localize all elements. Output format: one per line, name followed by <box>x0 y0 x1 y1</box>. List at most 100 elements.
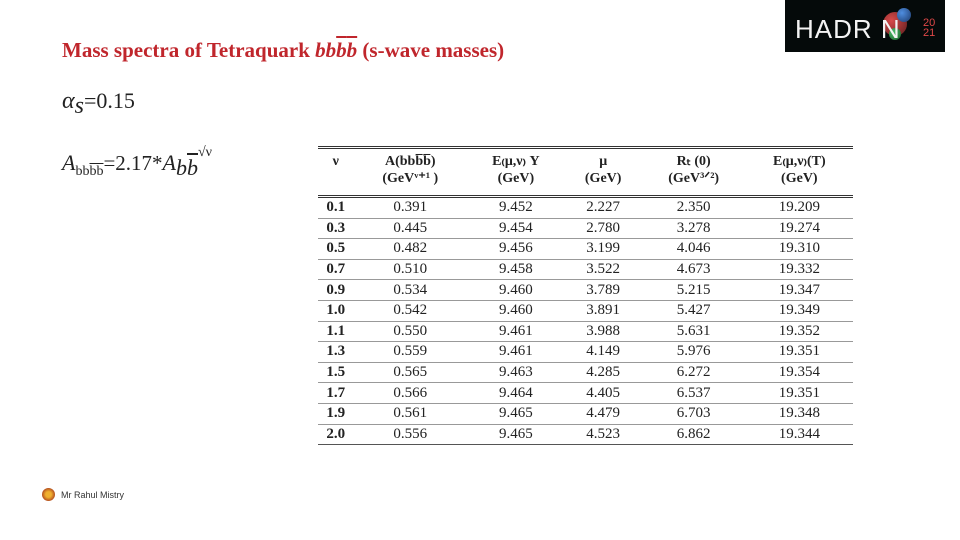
value-cell: 0.391 <box>353 196 467 219</box>
value-cell: 9.460 <box>467 279 565 301</box>
value-cell: 9.465 <box>467 424 565 446</box>
value-cell: 9.456 <box>467 238 565 260</box>
nu-cell: 1.5 <box>318 362 354 384</box>
value-cell: 3.278 <box>641 218 746 240</box>
value-cell: 9.461 <box>467 321 565 343</box>
hadron-logo: HADR N 20 21 <box>785 0 945 52</box>
nu-cell: 0.7 <box>318 259 354 281</box>
nu-cell: 1.9 <box>318 403 354 425</box>
scaling-formula: Abbbb=2.17*Abb√ν <box>62 145 213 181</box>
value-cell: 0.556 <box>353 424 467 446</box>
mass-spectra-table: ν A(bbb̅b̅) (GeVᵛ⁺¹ ) E₍μ,ν₎ Υ (GeV) μ (GeV) Rₜ… <box>318 146 853 446</box>
value-cell: 4.523 <box>564 424 642 446</box>
value-cell: 2.227 <box>564 196 642 219</box>
value-cell: 0.565 <box>353 362 467 384</box>
nu-cell: 0.5 <box>318 238 354 260</box>
value-cell: 19.209 <box>745 196 853 219</box>
value-cell: 19.352 <box>745 321 853 343</box>
nu-cell: 1.3 <box>318 341 354 363</box>
logo-orb-green <box>889 28 901 40</box>
value-cell: 19.351 <box>745 341 853 363</box>
table-row: 0.5 0.482 9.456 3.199 4.046 19.310 <box>318 238 853 260</box>
author-name: Mr Rahul Mistry <box>61 489 125 500</box>
value-cell: 5.215 <box>641 279 746 301</box>
value-cell: 0.566 <box>353 382 467 404</box>
value-cell: 5.976 <box>641 341 746 363</box>
value-cell: 19.344 <box>745 424 853 446</box>
value-cell: 0.482 <box>353 238 467 260</box>
title-suffix: (s-wave masses) <box>357 38 505 62</box>
table-row: 1.0 0.542 9.460 3.891 5.427 19.349 <box>318 300 853 322</box>
column-header: A(bbb̅b̅) (GeVᵛ⁺¹ ) <box>382 154 439 186</box>
value-cell: 0.559 <box>353 341 467 363</box>
alpha-s-value: αs=0.15 <box>62 88 135 120</box>
value-cell: 3.789 <box>564 279 642 301</box>
table-row: 0.3 0.445 9.454 2.780 3.278 19.274 <box>318 218 853 240</box>
value-cell: 19.351 <box>745 382 853 404</box>
value-cell: 0.561 <box>353 403 467 425</box>
value-cell: 0.534 <box>353 279 467 301</box>
value-cell: 9.458 <box>467 259 565 281</box>
title-quarks: bbbb <box>315 38 358 62</box>
value-cell: 19.310 <box>745 238 853 260</box>
table-row: 1.1 0.550 9.461 3.988 5.631 19.352 <box>318 321 853 343</box>
nu-cell: 0.1 <box>318 196 354 219</box>
table-row: 0.1 0.391 9.452 2.227 2.350 19.209 <box>318 196 853 219</box>
value-cell: 3.891 <box>564 300 642 322</box>
logo-text: HADR N <box>795 14 901 44</box>
nu-cell: 1.7 <box>318 382 354 404</box>
value-cell: 9.452 <box>467 196 565 219</box>
value-cell: 2.350 <box>641 196 746 219</box>
nu-cell: 0.3 <box>318 218 354 240</box>
value-cell: 6.537 <box>641 382 746 404</box>
value-cell: 0.445 <box>353 218 467 240</box>
value-cell: 19.274 <box>745 218 853 240</box>
value-cell: 4.046 <box>641 238 746 260</box>
value-cell: 9.464 <box>467 382 565 404</box>
value-cell: 0.510 <box>353 259 467 281</box>
table-row: 0.9 0.534 9.460 3.789 5.215 19.347 <box>318 279 853 301</box>
value-cell: 4.673 <box>641 259 746 281</box>
column-header: E₍μ,ν₎(T) (GeV) <box>773 154 826 186</box>
column-header: μ (GeV) <box>584 154 622 186</box>
value-cell: 3.988 <box>564 321 642 343</box>
logo-year: 20 21 <box>923 17 936 39</box>
value-cell: 9.463 <box>467 362 565 384</box>
value-cell: 5.427 <box>641 300 746 322</box>
value-cell: 0.542 <box>353 300 467 322</box>
table-row: 1.5 0.565 9.463 4.285 6.272 19.354 <box>318 362 853 384</box>
value-cell: 4.149 <box>564 341 642 363</box>
value-cell: 19.349 <box>745 300 853 322</box>
logo-orb-blue <box>897 8 911 22</box>
value-cell: 3.522 <box>564 259 642 281</box>
value-cell: 3.199 <box>564 238 642 260</box>
table-body: 0.1 0.391 9.452 2.227 2.350 19.209 0.3 0.445 9.4… <box>318 196 853 446</box>
title-prefix: Mass spectra of Tetraquark <box>62 38 316 62</box>
nu-cell: 1.1 <box>318 321 354 343</box>
value-cell: 9.454 <box>467 218 565 240</box>
value-cell: 9.460 <box>467 300 565 322</box>
slide-title: Mass spectra of Tetraquark bbbb (s-wave … <box>62 38 504 63</box>
value-cell: 19.354 <box>745 362 853 384</box>
value-cell: 19.348 <box>745 403 853 425</box>
university-seal-icon <box>42 488 55 501</box>
nu-cell: 0.9 <box>318 279 354 301</box>
footer: Mr Rahul Mistry <box>42 488 124 501</box>
value-cell: 6.272 <box>641 362 746 384</box>
value-cell: 0.550 <box>353 321 467 343</box>
table-row: 2.0 0.556 9.465 4.523 6.862 19.344 <box>318 424 853 446</box>
value-cell: 4.479 <box>564 403 642 425</box>
value-cell: 6.703 <box>641 403 746 425</box>
table-row: 1.9 0.561 9.465 4.479 6.703 19.348 <box>318 403 853 425</box>
nu-cell: 2.0 <box>318 424 354 446</box>
value-cell: 9.465 <box>467 403 565 425</box>
column-header: Rₜ (0) (GeV³ᐟ²) <box>668 154 720 186</box>
value-cell: 2.780 <box>564 218 642 240</box>
nu-cell: 1.0 <box>318 300 354 322</box>
value-cell: 4.285 <box>564 362 642 384</box>
table-header-row: ν A(bbb̅b̅) (GeVᵛ⁺¹ ) E₍μ,ν₎ Υ (GeV) μ (GeV) Rₜ… <box>318 147 853 197</box>
value-cell: 4.405 <box>564 382 642 404</box>
table-row: 0.7 0.510 9.458 3.522 4.673 19.332 <box>318 259 853 281</box>
value-cell: 19.347 <box>745 279 853 301</box>
value-cell: 19.332 <box>745 259 853 281</box>
